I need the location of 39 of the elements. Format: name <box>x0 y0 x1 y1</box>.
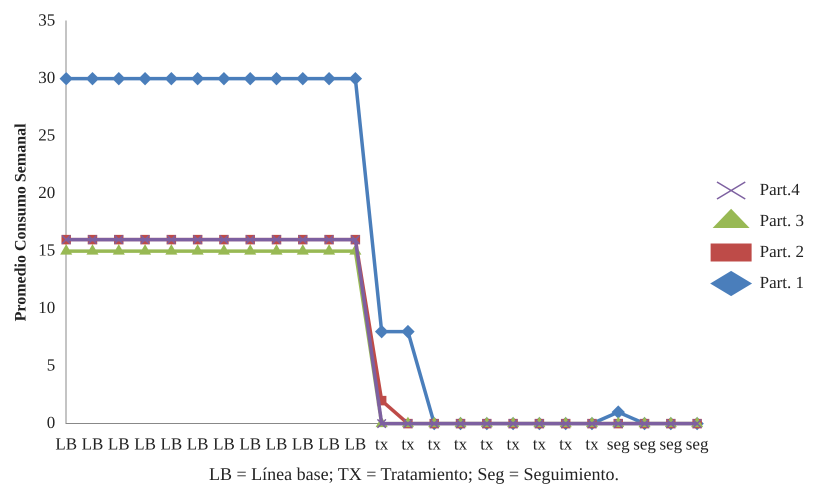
y-axis-title: Promedio Consumo Semanal <box>12 122 30 322</box>
x-tick-label: LB <box>134 434 156 454</box>
legend-label: Part. 3 <box>760 210 804 230</box>
x-tick-label: tx <box>532 434 546 454</box>
x-tick-label: LB <box>186 434 209 454</box>
x-tick-label: LB <box>344 434 366 454</box>
y-tick-label: 5 <box>46 356 56 375</box>
x-tick-label: LB <box>108 434 130 454</box>
y-tick-label: 20 <box>38 183 56 202</box>
x-tick-label: tx <box>506 434 520 454</box>
legend-label: Part. 1 <box>760 272 804 292</box>
x-tick-label: tx <box>585 434 600 454</box>
x-tick-label: LB <box>318 434 340 454</box>
x-tick-label: LB <box>292 434 314 454</box>
x-tick-label: LB <box>82 434 104 454</box>
x-tick-label: LB <box>160 434 182 454</box>
x-tick-label: tx <box>375 434 389 454</box>
y-tick-label: 10 <box>38 298 56 318</box>
x-tick-label: tx <box>480 434 494 454</box>
x-tick-label: LB <box>213 434 235 454</box>
y-tick-label: 25 <box>38 126 56 145</box>
x-tick-label: tx <box>401 434 416 454</box>
x-tick-label: seg <box>633 434 656 454</box>
text: LB = Línea base; TX = Tratamiento; Seg = Seguimiento. <box>208 464 620 485</box>
y-tick-label: 30 <box>38 68 56 88</box>
x-tick-label: LB <box>55 434 78 454</box>
x-tick-label: tx <box>428 434 442 454</box>
x-tick-label: seg <box>606 434 630 454</box>
x-tick-label: tx <box>454 434 468 454</box>
legend-label: Part.4 <box>760 180 800 199</box>
y-tick-label: 0 <box>46 413 56 432</box>
x-tick-label: seg <box>686 434 709 454</box>
x-tick-label: tx <box>559 434 573 454</box>
y-tick-label: 15 <box>38 240 56 260</box>
x-tick-label: LB <box>239 434 262 454</box>
x-tick-label: seg <box>659 434 683 454</box>
y-tick-label: 35 <box>38 10 56 30</box>
x-tick-label: LB <box>266 434 288 454</box>
legend-label: Part. 2 <box>760 242 804 261</box>
